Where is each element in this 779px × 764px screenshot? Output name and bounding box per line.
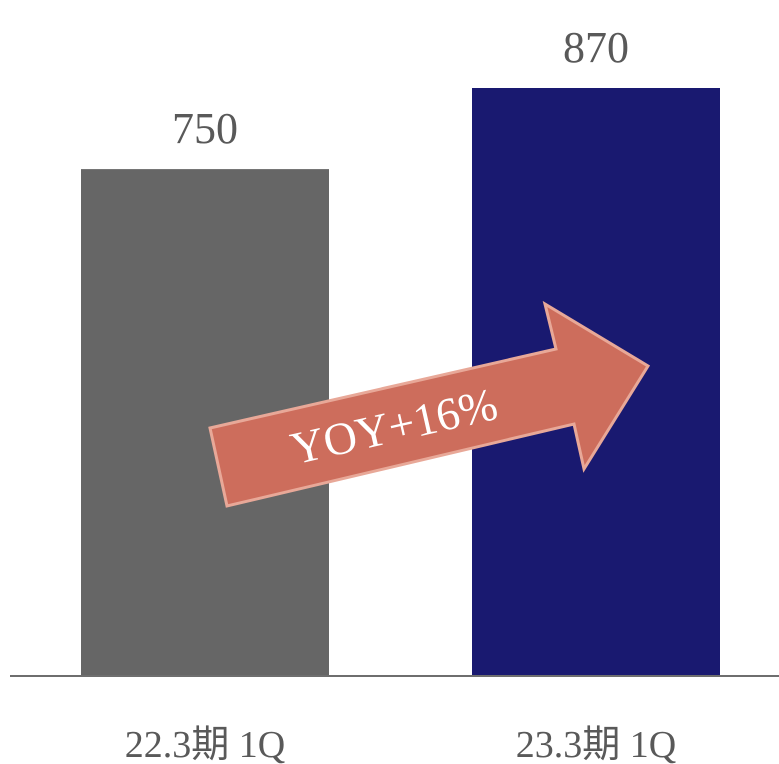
value-label-1: 750 (172, 104, 238, 153)
value-label-2: 870 (563, 23, 629, 72)
category-labels-layer: 22.3期 1Q 23.3期 1Q (125, 724, 676, 764)
category-label-1: 22.3期 1Q (125, 724, 285, 764)
value-labels-layer: 750 870 (172, 23, 629, 153)
category-label-2: 23.3期 1Q (516, 724, 676, 764)
yoy-arrow-annotation: YOY+16% (208, 300, 651, 508)
yoy-arrow-shape (208, 300, 651, 508)
